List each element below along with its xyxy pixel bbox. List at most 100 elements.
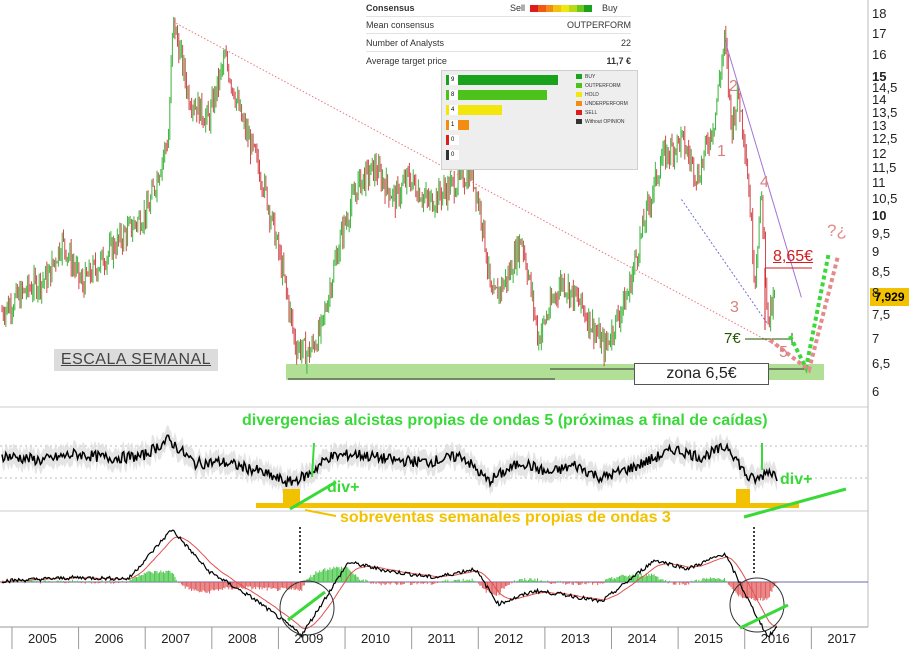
row-label: Mean consensus	[366, 20, 435, 30]
price-candles	[1, 16, 775, 374]
legend-entry: UNDERPERFORM	[576, 101, 628, 107]
legend-label: UNDERPERFORM	[585, 101, 628, 107]
y-tick-label: 12	[872, 145, 887, 161]
legend-entry: BUY	[576, 74, 595, 80]
macd-divergence-line	[287, 590, 326, 622]
wave-label-2: 2	[729, 78, 738, 95]
consensus-row: Average target price 11,7 €	[366, 53, 631, 69]
legend-entry: OUTPERFORM	[576, 83, 621, 89]
legend-label: OUTPERFORM	[585, 83, 621, 89]
x-tick-label: 2012	[494, 631, 524, 646]
y-tick-label: 14,5	[872, 80, 898, 96]
y-tick-label: 10,5	[872, 191, 898, 207]
legend-swatch	[576, 119, 582, 125]
buy-label: Buy	[602, 3, 618, 13]
bar-count-label: 9	[446, 75, 459, 85]
x-tick-label: 2015	[694, 631, 724, 646]
oversold-bar	[256, 503, 799, 508]
y-tick-label: 7	[872, 330, 880, 346]
y-tick-label: 6,5	[872, 356, 891, 372]
macd-bottom-circle	[279, 580, 335, 636]
x-tick-label: 2011	[427, 631, 456, 646]
analyst-count-bar	[458, 120, 470, 130]
macd-signal-line	[1, 536, 778, 630]
y-tick-label: 8,5	[872, 264, 891, 280]
consensus-header: Consensus Sell Buy	[366, 0, 631, 17]
consensus-row: Number of Analysts 22	[366, 35, 631, 52]
legend-swatch	[576, 74, 582, 80]
x-tick-label: 2008	[227, 631, 257, 646]
macd-bottom-circle	[729, 577, 785, 633]
legend-entry: SELL	[576, 110, 597, 116]
y-tick-label: 14	[872, 92, 887, 108]
legend-label: HOLD	[585, 92, 599, 98]
divergence-annotation: divergencias alcistas propias de ondas 5…	[242, 412, 768, 429]
macd-line	[1, 529, 778, 639]
y-tick-label: 10	[872, 208, 887, 224]
oscillator-band	[2, 425, 778, 497]
bar-count-label: 0	[446, 135, 459, 145]
wave-label-3: 3	[730, 299, 739, 316]
bullish-projection-path	[788, 251, 831, 375]
x-tick-label: 2017	[827, 631, 857, 646]
legend-swatch	[576, 101, 582, 107]
y-tick-label: 18	[872, 6, 887, 21]
wave-channel-lower-line	[681, 199, 769, 325]
oscillator-panel	[0, 425, 868, 519]
bar-count-label: 8	[446, 90, 459, 100]
x-tick-label: 2005	[27, 631, 57, 646]
y-tick-label: 11,5	[872, 160, 897, 176]
y-tick-label: 17	[872, 25, 887, 41]
x-tick-label: 2010	[361, 631, 390, 646]
wave-channel-upper-line	[724, 39, 802, 298]
consensus-scale-bar	[530, 5, 592, 12]
legend-swatch	[576, 110, 582, 116]
legend-entry: HOLD	[576, 92, 599, 98]
legend-label: SELL	[585, 110, 598, 116]
y-tick-label: 7,5	[872, 307, 891, 323]
legend-label: Without OPINION	[585, 119, 625, 125]
x-tick-label: 2009	[294, 631, 324, 646]
row-value: OUTPERFORM	[567, 20, 631, 30]
consensus-row: Mean consensus OUTPERFORM	[366, 17, 631, 34]
support-price-label: 7€	[724, 330, 741, 347]
consensus-title: Consensus	[366, 3, 415, 13]
div-plus-label-2: div+	[780, 471, 813, 488]
legend-label: BUY	[585, 74, 596, 80]
macd-panel	[0, 527, 868, 639]
analyst-count-bar	[458, 90, 547, 100]
legend-entry: Without OPINION	[576, 119, 624, 125]
x-tick-label: 2007	[161, 631, 191, 646]
y-tick-label: 11	[872, 175, 886, 191]
oversold-highlight	[736, 489, 750, 503]
row-label: Average target price	[366, 56, 447, 66]
oversold-arrow	[304, 509, 337, 517]
oversold-annotation: sobreventas semanales propias de ondas 3	[340, 509, 671, 526]
bar-count-label: 4	[446, 105, 459, 115]
bar-count-label: 0	[446, 150, 459, 160]
y-tick-label: 15	[872, 68, 887, 84]
y-tick-label: 13	[872, 117, 887, 133]
consensus-panel: Consensus Sell Buy Mean consensus OUTPER…	[362, 0, 637, 70]
bar-count-label: 1	[446, 120, 459, 130]
divergence-line	[743, 487, 847, 519]
y-tick-label: 16	[872, 46, 887, 62]
legend-swatch	[576, 83, 582, 89]
analyst-count-bars: 9 BUY 8 OUTPERFORM 4 HOLD 1 UNDERPERFORM 0 SELL 0 W…	[441, 70, 638, 170]
target-price-label: 8,65€	[773, 248, 814, 265]
wave-label-5: 5	[779, 344, 788, 361]
long-term-downtrend-line	[172, 21, 779, 347]
zone-label: zona 6,5€	[634, 363, 769, 385]
y-tick-label: 12,5	[872, 131, 898, 147]
y-tick-label: 9	[872, 244, 880, 260]
divergence-line	[289, 480, 337, 511]
divergence-arrow	[311, 442, 315, 478]
bearish-projection-path	[768, 255, 840, 374]
x-tick-label: 2014	[627, 631, 657, 646]
macd-divergence-line	[739, 603, 789, 630]
wave-label-4: 4	[760, 174, 769, 191]
wave-label-1: 1	[717, 143, 726, 160]
analyst-count-bar	[458, 75, 558, 85]
x-tick-label: 2013	[560, 631, 590, 646]
row-label: Number of Analysts	[366, 38, 445, 48]
